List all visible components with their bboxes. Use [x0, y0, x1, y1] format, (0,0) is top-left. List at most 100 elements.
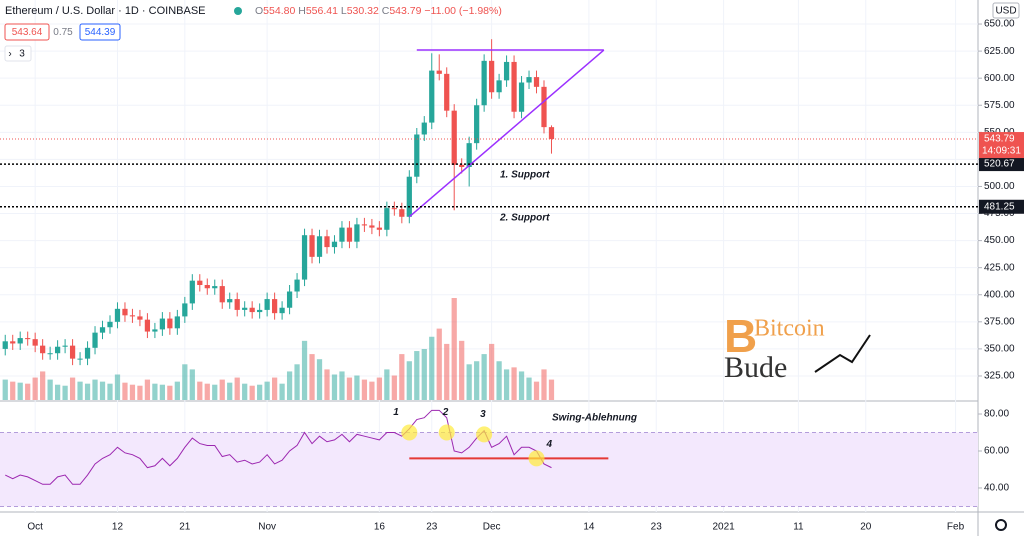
volume-bar — [219, 379, 225, 400]
candle-body — [324, 236, 330, 248]
volume-bar — [167, 385, 173, 400]
y-tick-label: 650.00 — [984, 19, 1015, 30]
volume-bar — [481, 354, 487, 400]
rsi-point-label: 2 — [442, 407, 449, 418]
volume-bar — [346, 377, 353, 400]
volume-bar — [294, 364, 300, 400]
y-tick-label: 575.00 — [984, 100, 1015, 111]
candle-body — [369, 225, 375, 228]
gear[interactable] — [995, 519, 1007, 531]
volume-bar — [182, 364, 188, 400]
rsi-y-tick-label: 60.00 — [984, 446, 1009, 457]
volume-bar — [511, 367, 517, 400]
candle-body — [227, 299, 233, 303]
h-val: 556.41 — [306, 5, 338, 17]
volume-bar — [309, 354, 315, 400]
candle-body — [197, 280, 203, 286]
volume-bar — [159, 384, 165, 400]
candle-body — [114, 308, 121, 322]
candle-body — [481, 60, 487, 106]
x-tick-label: 23 — [651, 522, 663, 533]
volume-bar — [316, 359, 323, 400]
volume-bar — [406, 361, 412, 400]
volume-bar — [114, 374, 121, 400]
candle-body — [242, 307, 248, 310]
l-val: 530.32 — [347, 5, 379, 17]
rsi-highlight — [476, 426, 493, 443]
candle-body — [77, 358, 83, 360]
y-tick-label: 350.00 — [984, 344, 1015, 355]
x-tick-label: 11 — [793, 522, 804, 533]
candle-body — [279, 307, 285, 314]
volume-bar — [10, 381, 16, 400]
volume-bar — [421, 349, 427, 400]
volume-bar — [466, 364, 472, 400]
candle-body — [331, 241, 338, 248]
volume-bar — [444, 343, 450, 400]
volume-bar — [399, 354, 405, 400]
y-tick-label: 600.00 — [984, 73, 1015, 84]
volume-bar — [84, 383, 91, 400]
indicators-toggle[interactable] — [4, 45, 32, 62]
volume-bar — [354, 375, 360, 400]
candle-body — [294, 279, 300, 292]
candle-body — [62, 345, 68, 347]
candle-body — [249, 307, 255, 313]
volume-bar — [25, 383, 31, 400]
candle-body — [548, 127, 555, 140]
volume-bar — [122, 382, 128, 400]
rsi-point-label: 3 — [480, 409, 486, 420]
volume-bar — [152, 383, 158, 400]
volume-bar — [227, 382, 233, 400]
volume-bar — [489, 343, 495, 400]
x-tick-label: 20 — [860, 522, 872, 533]
candle-body — [25, 338, 31, 340]
candle-body — [84, 347, 91, 359]
settings-icon[interactable] — [995, 519, 1007, 531]
volume-bar — [548, 379, 555, 400]
rsi-highlight — [401, 424, 418, 441]
watermark-arrow — [814, 334, 871, 373]
candle-body — [174, 316, 180, 329]
level-tag — [979, 157, 1024, 172]
c-key: C — [382, 5, 390, 17]
symbol-title: Ethereum / U.S. Dollar · 1D · COINBASE — [5, 5, 206, 17]
candle-body — [40, 345, 46, 354]
watermark: B Bitcoin Bude — [724, 310, 871, 384]
candle-body — [301, 235, 308, 280]
candle-body — [32, 339, 38, 346]
change: −11.00 (−1.98%) — [424, 5, 501, 17]
candle-body — [466, 143, 472, 167]
x-tick-label: 16 — [374, 522, 386, 533]
candle-body — [444, 73, 450, 111]
volume-bar — [234, 377, 240, 400]
x-tick-label: Oct — [27, 522, 43, 533]
x-tick-label: 21 — [179, 522, 191, 533]
x-tick-label: 14 — [583, 522, 595, 533]
candle-body — [234, 299, 240, 310]
candle-body — [436, 70, 442, 74]
volume-bar — [40, 371, 46, 400]
ask-box[interactable] — [79, 23, 121, 41]
volume-bar — [526, 377, 532, 400]
volume-bar — [144, 379, 151, 400]
y-tick-label: 400.00 — [984, 289, 1015, 300]
bid-box[interactable] — [4, 23, 50, 41]
volume-bar — [474, 361, 480, 400]
support-text: 1. Support — [500, 170, 550, 181]
volume-bar — [384, 369, 390, 400]
candle-body — [496, 80, 502, 93]
candle-body — [399, 209, 405, 217]
candle-body — [451, 110, 457, 165]
x-tick-label: Dec — [483, 522, 501, 533]
currency-box[interactable] — [992, 2, 1020, 19]
candle-body — [69, 345, 76, 359]
volume-bar — [503, 369, 510, 400]
level-tag — [979, 199, 1024, 214]
candle-body — [429, 70, 435, 123]
volume-bar — [242, 383, 248, 400]
volume-bar — [541, 369, 547, 400]
trendline — [408, 49, 605, 218]
watermark-b1: B — [724, 310, 757, 362]
